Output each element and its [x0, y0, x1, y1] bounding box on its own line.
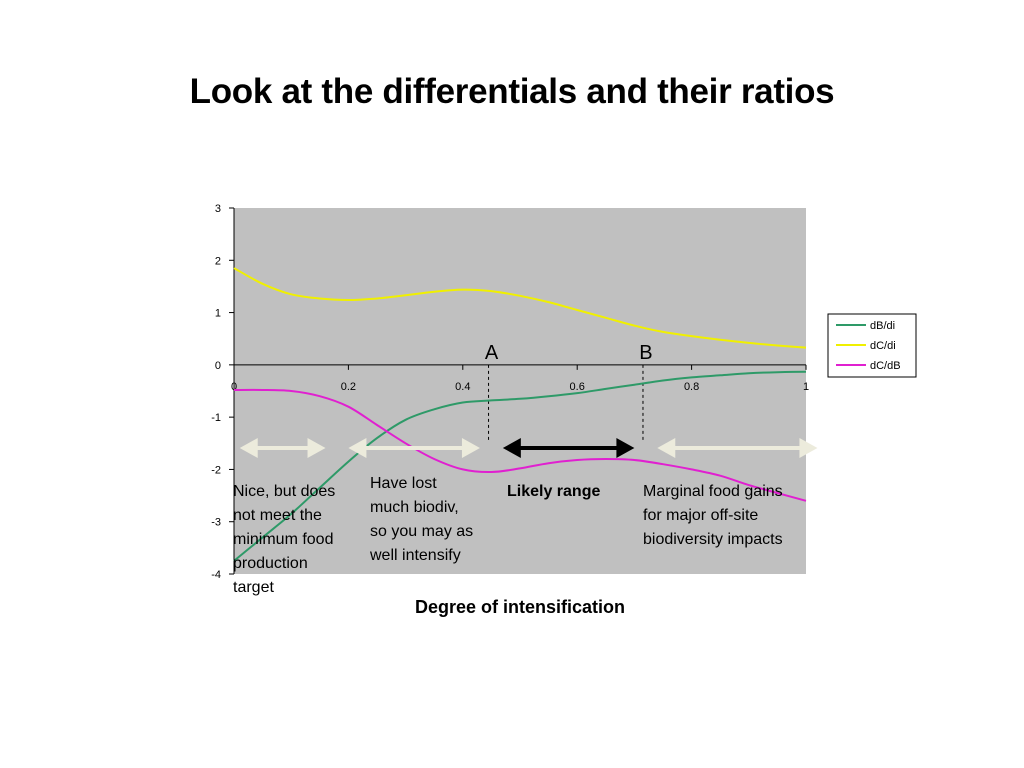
slide-title: Look at the differentials and their rati…: [189, 72, 835, 111]
x-tick-label: 0.8: [684, 381, 699, 393]
series-line-db-di: [233, 370, 807, 562]
range-annotation-likely: Likely range: [507, 483, 601, 500]
range-arrow-head-left: [657, 438, 676, 458]
plot-area: [234, 208, 806, 574]
y-tick-label: -1: [211, 412, 221, 424]
y-tick-label: -4: [211, 569, 221, 581]
range-annotation-marginal: Marginal food gains for major off-site b…: [643, 483, 783, 548]
range-arrow-head-left: [239, 438, 258, 458]
y-tick-label: 1: [215, 308, 221, 320]
range-arrow-head-right: [461, 438, 480, 458]
range-arrow-head-right: [799, 438, 818, 458]
y-tick-label: 0: [215, 360, 221, 372]
range-arrow-head-left: [348, 438, 367, 458]
y-tick-label: -3: [211, 517, 221, 529]
range-arrow-head-right: [307, 438, 326, 458]
x-tick-label: 0.6: [570, 381, 585, 393]
x-axis-label: Degree of intensification: [415, 597, 625, 617]
x-tick-label: 0.2: [341, 381, 356, 393]
marker-A-label: A: [485, 342, 499, 364]
legend-label: dB/di: [870, 320, 895, 332]
series-line-dc-di: [233, 267, 807, 349]
range-arrow-head-left: [502, 438, 521, 458]
x-tick-label: 1: [803, 381, 809, 393]
marker-B-label: B: [639, 342, 652, 364]
range-arrow-head-right: [616, 438, 635, 458]
range-annotation-low: Nice, but does not meet the minimum food…: [233, 483, 336, 596]
legend-label: dC/di: [870, 340, 896, 352]
x-tick-label: 0.4: [455, 381, 470, 393]
y-tick-label: 2: [215, 255, 221, 267]
range-annotation-lost: Have lost much biodiv, so you may as wel…: [370, 475, 474, 564]
legend-label: dC/dB: [870, 360, 901, 372]
y-tick-label: -2: [211, 464, 221, 476]
series-line-dc-db: [233, 388, 807, 502]
x-tick-label: 0: [231, 381, 237, 393]
y-tick-label: 3: [215, 203, 221, 215]
